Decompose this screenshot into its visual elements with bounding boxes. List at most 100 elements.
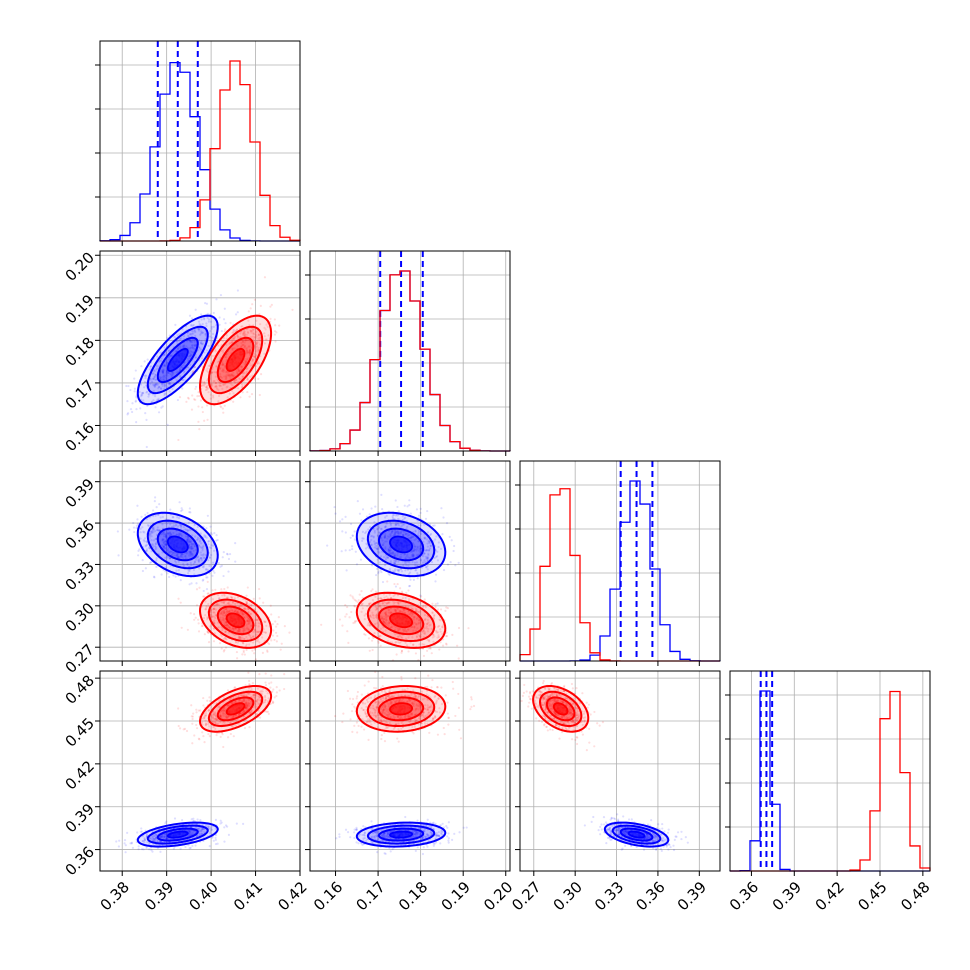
y-tick-label: 0.30 xyxy=(62,599,98,635)
contour-red xyxy=(366,690,436,727)
contour-blue xyxy=(146,325,209,395)
y-tick-label: 0.36 xyxy=(62,516,98,552)
contour-blue xyxy=(136,821,219,848)
contour-red xyxy=(355,685,447,733)
panel-frame xyxy=(99,460,301,662)
contour-blue xyxy=(377,827,425,842)
contour-red xyxy=(377,696,425,722)
x-tick-label: 0.30 xyxy=(550,878,586,914)
x-tick-label: 0.39 xyxy=(769,878,805,914)
x-tick-label: 0.38 xyxy=(97,878,133,914)
y-tick-label: 0.45 xyxy=(62,714,98,750)
x-tick-label: 0.33 xyxy=(591,878,627,914)
y-tick-label: 0.48 xyxy=(62,671,98,707)
contour-red xyxy=(207,325,264,395)
histogram-panel-3 xyxy=(730,671,931,872)
contour-red xyxy=(216,605,255,636)
contour-red xyxy=(225,702,246,716)
contour-red xyxy=(199,314,273,406)
scatter-panel-3-1 xyxy=(334,671,476,856)
contour-red xyxy=(225,347,246,372)
contour-red xyxy=(389,702,414,716)
x-tick-label: 0.39 xyxy=(141,878,177,914)
contour-blue xyxy=(366,519,436,570)
scatter-panel-1-0 xyxy=(125,276,294,449)
panel-frame xyxy=(729,670,931,872)
histogram-panel-1 xyxy=(309,251,511,452)
contour-blue xyxy=(166,347,189,372)
y-tick-label: 0.39 xyxy=(62,800,98,836)
x-tick-label: 0.42 xyxy=(274,878,310,914)
contour-blue xyxy=(156,527,199,562)
contour-blue xyxy=(355,511,447,578)
contour-blue xyxy=(136,511,219,578)
y-tick-label: 0.16 xyxy=(62,419,98,455)
x-tick-label: 0.45 xyxy=(854,878,890,914)
panel-frame xyxy=(309,250,511,452)
contour-blue xyxy=(366,824,436,845)
x-tick-label: 0.27 xyxy=(508,878,544,914)
y-tick-label: 0.19 xyxy=(62,291,98,327)
panel-frame xyxy=(99,250,301,452)
histogram-panel-2 xyxy=(519,461,721,662)
contour-red xyxy=(225,612,246,629)
histogram-red xyxy=(309,270,511,452)
panel-frame xyxy=(519,670,721,872)
y-tick-label: 0.33 xyxy=(62,558,98,594)
x-tick-label: 0.16 xyxy=(310,878,346,914)
contour-blue xyxy=(156,827,199,842)
y-tick-label: 0.20 xyxy=(62,249,98,285)
contour-red xyxy=(532,685,590,733)
y-tick-label: 0.42 xyxy=(62,757,98,793)
scatter-panel-2-1 xyxy=(320,493,470,661)
contour-red xyxy=(207,598,264,642)
y-tick-label: 0.17 xyxy=(62,376,98,412)
scatter-panel-2-0 xyxy=(116,496,300,661)
x-tick-label: 0.40 xyxy=(186,878,222,914)
panel-frame xyxy=(309,670,511,872)
contour-red xyxy=(207,690,264,727)
contour-red xyxy=(366,598,436,643)
x-tick-label: 0.39 xyxy=(674,878,710,914)
contour-red xyxy=(545,696,576,722)
contour-red xyxy=(199,685,273,733)
contour-red xyxy=(199,591,273,649)
scatter-panel-3-2 xyxy=(520,679,689,853)
contour-blue xyxy=(603,821,670,848)
y-tick-label: 0.18 xyxy=(62,334,98,370)
y-tick-label: 0.36 xyxy=(62,843,98,879)
panel-frame xyxy=(99,670,301,872)
contour-blue xyxy=(146,824,209,845)
contour-blue xyxy=(156,336,199,384)
contour-blue xyxy=(627,830,646,839)
contour-red xyxy=(355,591,447,649)
contour-blue xyxy=(611,824,662,845)
y-tick-label: 0.39 xyxy=(62,475,98,511)
x-tick-label: 0.20 xyxy=(480,878,516,914)
contour-blue xyxy=(619,827,654,842)
contour-red xyxy=(552,702,569,716)
contour-red xyxy=(216,696,255,722)
contour-red xyxy=(389,612,414,629)
sample-points-red xyxy=(177,276,294,442)
histogram-panel-0 xyxy=(99,41,301,242)
x-tick-label: 0.19 xyxy=(438,878,474,914)
scatter-panel-3-0 xyxy=(115,671,286,854)
x-tick-label: 0.18 xyxy=(395,878,431,914)
contour-red xyxy=(539,690,583,727)
panel-frame xyxy=(309,460,511,662)
contour-blue xyxy=(389,830,414,839)
x-tick-label: 0.17 xyxy=(352,878,388,914)
contour-blue xyxy=(166,830,189,839)
panel-frame xyxy=(99,40,301,242)
x-tick-label: 0.41 xyxy=(230,878,266,914)
contour-blue xyxy=(355,821,447,848)
x-tick-label: 0.42 xyxy=(812,878,848,914)
x-tick-label: 0.36 xyxy=(632,878,668,914)
y-tick-label: 0.27 xyxy=(62,640,98,676)
x-tick-label: 0.36 xyxy=(726,878,762,914)
panel-frame xyxy=(519,460,721,662)
x-tick-label: 0.48 xyxy=(897,878,933,914)
contour-blue xyxy=(146,519,209,570)
